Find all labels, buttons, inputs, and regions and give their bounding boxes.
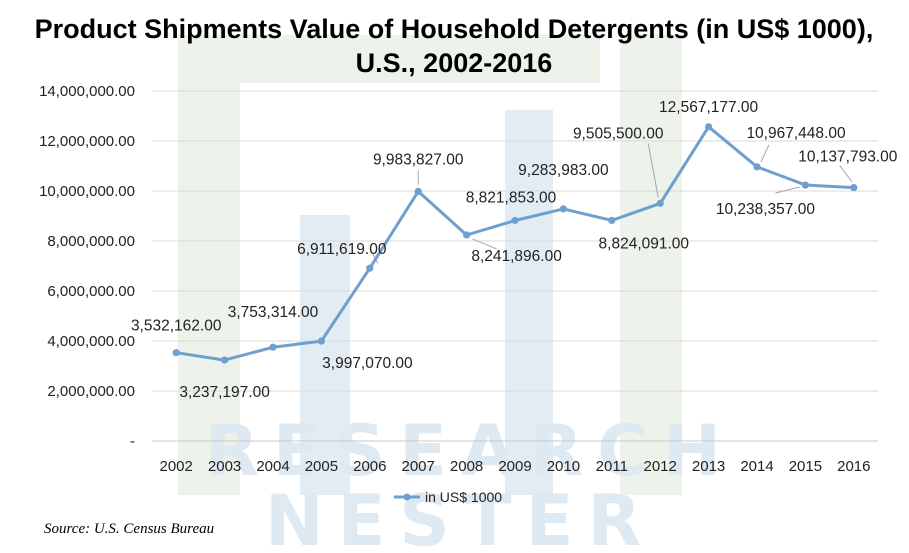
data-label: 3,753,314.00: [228, 304, 319, 321]
x-tick-label: 2013: [692, 458, 725, 475]
x-tick-label: 2007: [402, 458, 435, 475]
x-tick-label: 2006: [353, 458, 386, 475]
data-point: [656, 199, 664, 207]
x-tick-label: 2004: [256, 458, 289, 475]
data-point: [463, 231, 471, 239]
label-leader-line: [775, 186, 800, 194]
data-point: [753, 163, 761, 171]
x-tick-label: 2014: [740, 458, 773, 475]
gridlines: [152, 90, 878, 442]
data-label: 10,137,793.00: [798, 149, 898, 166]
data-label: 9,283,983.00: [518, 162, 609, 179]
y-tick-label: 8,000,000.00: [47, 233, 135, 250]
watermark-bar: [300, 215, 350, 495]
data-point: [511, 216, 519, 225]
legend: in US$ 1000: [394, 489, 502, 505]
data-point: [705, 123, 713, 131]
label-leader-lines: [370, 143, 853, 264]
watermark-line1: RESEARCH: [205, 410, 735, 492]
data-label: 3,532,162.00: [131, 318, 222, 335]
data-label: 3,997,070.00: [322, 355, 413, 372]
data-label: 6,911,619.00: [297, 241, 387, 258]
watermark-bar: [178, 35, 240, 495]
y-tick-label: 4,000,000.00: [47, 333, 135, 350]
x-tick-label: 2010: [547, 458, 580, 475]
data-point: [366, 264, 374, 272]
label-leader-line: [760, 144, 770, 163]
data-label: 9,983,827.00: [373, 151, 464, 168]
x-tick-label: 2003: [208, 458, 241, 475]
x-tick-label: 2005: [305, 458, 338, 475]
x-tick-label: 2012: [644, 458, 677, 475]
x-tick-label: 2016: [837, 458, 870, 475]
y-tick-label: 14,000,000.00: [39, 83, 135, 100]
data-point: [317, 337, 325, 345]
watermark-line2: NESTER: [265, 480, 655, 553]
data-label: 8,821,853.00: [466, 189, 557, 206]
data-point: [608, 216, 616, 224]
x-tick-label: 2011: [596, 458, 628, 475]
y-tick-label: 6,000,000.00: [47, 283, 135, 300]
chart-title-line2: U.S., 2002-2016: [356, 48, 553, 78]
data-point: [850, 183, 858, 192]
data-point: [269, 343, 277, 351]
x-tick-label: 2015: [789, 458, 822, 475]
chart-title-line1: Product Shipments Value of Household Det…: [35, 14, 874, 44]
label-leader-line: [839, 165, 853, 182]
y-axis-ticks: - 2,000,000.00 4,000,000.00 6,000,000.00 8,0…: [39, 83, 135, 450]
x-tick-label: 2008: [450, 458, 483, 475]
data-label: 8,241,896.00: [471, 248, 562, 265]
series-line-group: [172, 123, 858, 364]
data-label: 10,238,357.00: [716, 201, 816, 218]
data-point: [559, 205, 568, 213]
label-leader-line: [370, 249, 379, 264]
data-point: [172, 349, 180, 357]
data-point: [414, 187, 422, 196]
y-tick-label: 2,000,000.00: [47, 383, 135, 400]
label-leader-line: [647, 143, 659, 198]
data-label: 3,237,197.00: [179, 384, 270, 401]
legend-marker: [403, 493, 411, 501]
watermark-bar: [620, 35, 682, 495]
data-label: 8,824,091.00: [599, 235, 690, 252]
label-leader-line: [472, 238, 497, 250]
watermark-bar: [240, 35, 600, 83]
x-axis-ticks: 2002 2003 2004 2005 2006 2007 2008 2009 2010 2011…: [160, 458, 871, 475]
x-tick-label: 2002: [160, 458, 193, 475]
source-note: Source: U.S. Census Bureau: [44, 521, 214, 537]
watermark: RESEARCH NESTER: [178, 35, 735, 553]
data-label: 10,967,448.00: [746, 125, 846, 142]
y-tick-label: 10,000,000.00: [39, 183, 135, 200]
data-point: [801, 181, 810, 189]
data-label: 9,505,500.00: [573, 125, 664, 142]
data-labels: 3,532,162.00 3,237,197.00 3,753,314.00 3,99…: [131, 99, 898, 401]
data-label: 12,567,177.00: [659, 99, 759, 116]
data-point: [221, 356, 229, 364]
watermark-bar: [505, 110, 553, 495]
y-tick-label: 12,000,000.00: [39, 133, 135, 150]
x-tick-label: 2009: [498, 458, 531, 475]
legend-label: in US$ 1000: [425, 489, 502, 505]
y-tick-label: -: [130, 433, 135, 450]
